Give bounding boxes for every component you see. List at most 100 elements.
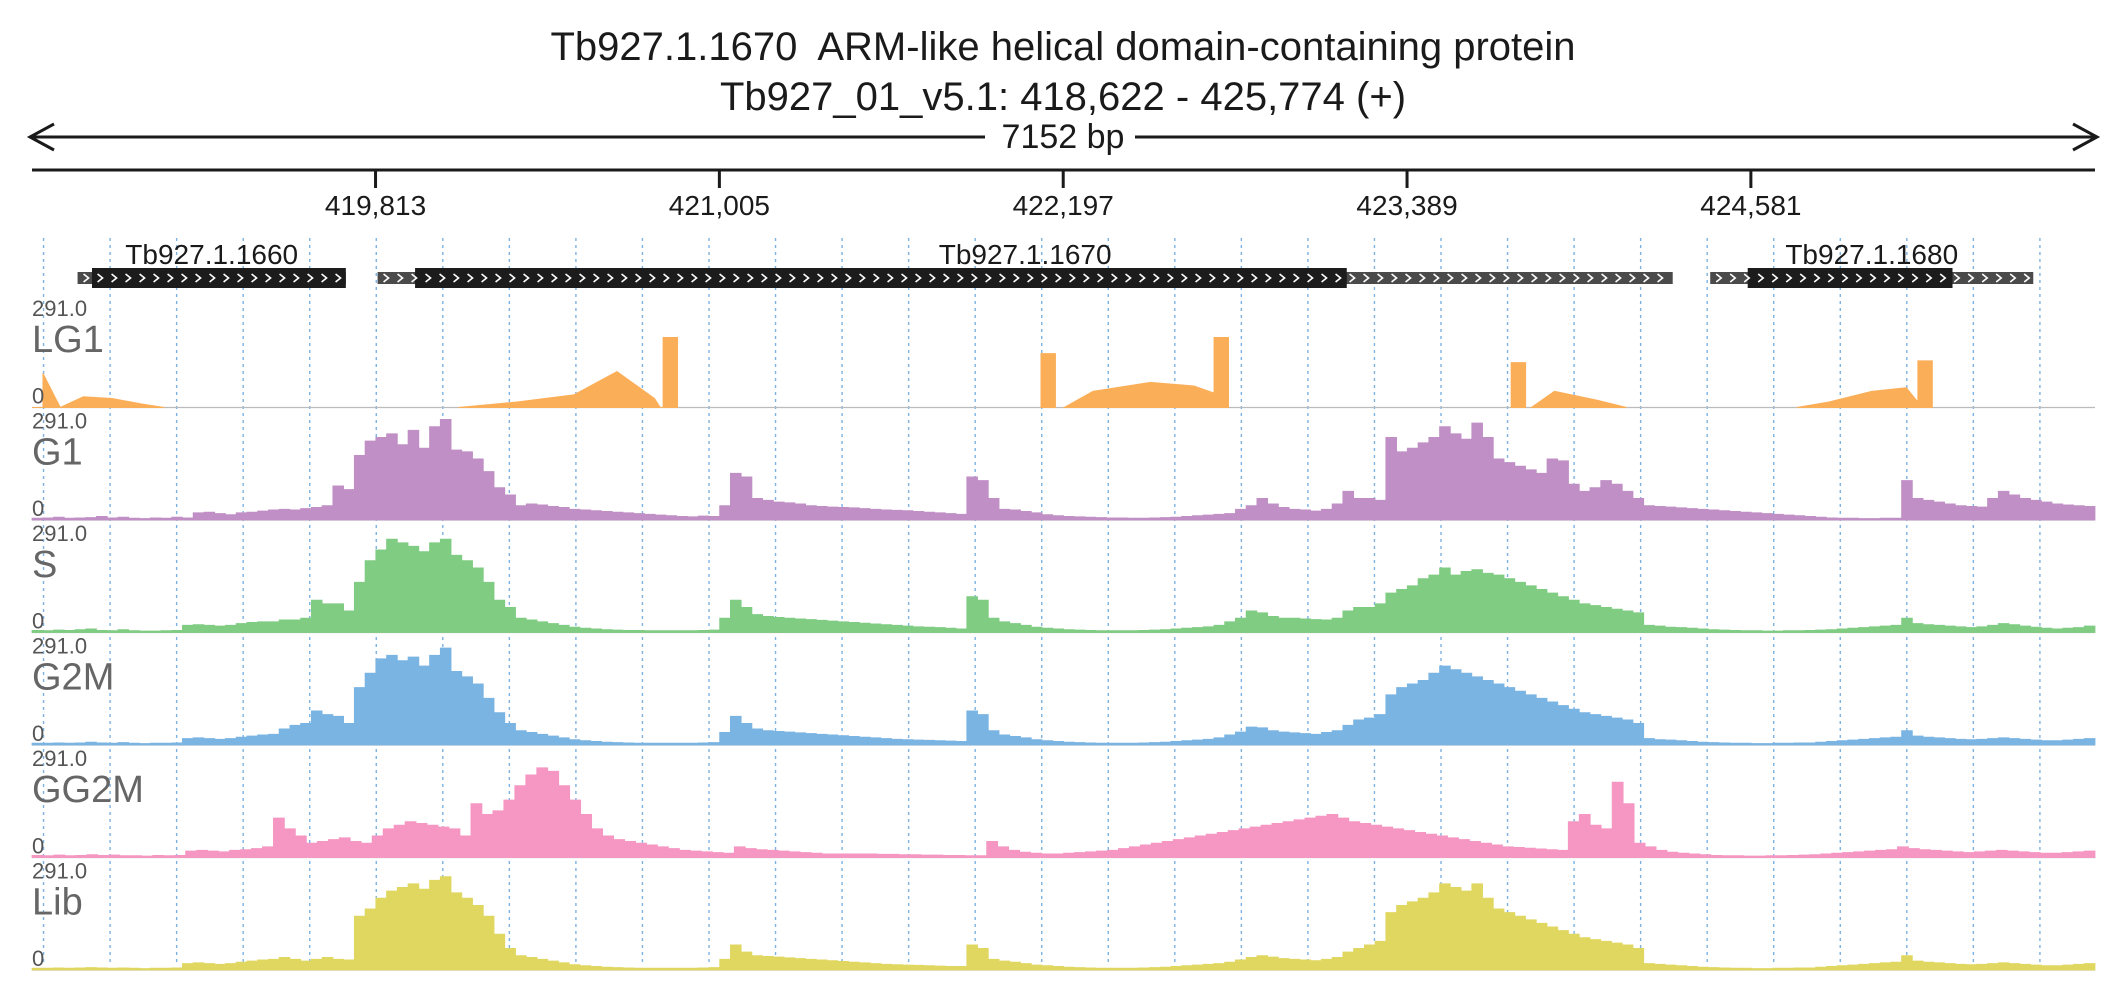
- strand-chevron-icon: [1911, 273, 1919, 283]
- strand-chevron-icon: [803, 273, 810, 283]
- strand-chevron-icon: [1153, 273, 1160, 283]
- strand-chevron-icon: [943, 273, 950, 283]
- strand-chevron-icon: [2023, 273, 2031, 283]
- track-name-label: G2M: [32, 657, 114, 699]
- strand-chevron-icon: [845, 273, 852, 283]
- strand-chevron-icon: [383, 273, 390, 283]
- strand-chevron-icon: [1251, 273, 1258, 283]
- strand-chevron-icon: [139, 273, 146, 283]
- length-label: 7152 bp: [1002, 118, 1125, 156]
- gene-cds: [91, 268, 346, 288]
- strand-chevron-icon: [1125, 273, 1132, 283]
- strand-chevron-icon: [691, 273, 698, 283]
- strand-chevron-icon: [411, 273, 418, 283]
- strand-chevron-icon: [789, 273, 796, 283]
- strand-chevron-icon: [1461, 273, 1468, 283]
- strand-chevron-icon: [1097, 273, 1104, 283]
- strand-chevron-icon: [293, 273, 300, 283]
- x-tick-label: 423,389: [1356, 190, 1457, 221]
- strand-chevron-icon: [999, 273, 1006, 283]
- strand-chevron-icon: [1939, 273, 1947, 283]
- coverage-area: [458, 371, 678, 408]
- track-name-label: Lib: [32, 882, 83, 924]
- strand-chevron-icon: [97, 273, 104, 283]
- strand-chevron-icon: [1223, 273, 1230, 283]
- strand-chevron-icon: [1785, 273, 1793, 283]
- strand-chevron-icon: [635, 273, 642, 283]
- strand-chevron-icon: [1743, 273, 1751, 283]
- y-min-label: 0: [32, 609, 44, 634]
- strand-chevron-icon: [579, 273, 586, 283]
- strand-chevron-icon: [1869, 273, 1877, 283]
- strand-chevron-icon: [1827, 273, 1835, 283]
- strand-chevron-icon: [481, 273, 488, 283]
- strand-chevron-icon: [957, 273, 964, 283]
- gene-track: Tb927.1.1660 Tb927.1.1670 Tb927.1.1680: [77, 239, 2034, 288]
- strand-chevron-icon: [1307, 273, 1314, 283]
- strand-chevron-icon: [1083, 273, 1090, 283]
- track-name-label: G1: [32, 432, 83, 474]
- y-min-label: 0: [32, 834, 44, 859]
- strand-chevron-icon: [1195, 273, 1202, 283]
- strand-chevron-icon: [621, 273, 628, 283]
- strand-chevron-icon: [1475, 273, 1482, 283]
- strand-chevron-icon: [167, 273, 174, 283]
- strand-chevron-icon: [537, 273, 544, 283]
- strand-chevron-icon: [195, 273, 202, 283]
- strand-chevron-icon: [1855, 273, 1863, 283]
- strand-chevron-icon: [1897, 273, 1905, 283]
- strand-chevron-icon: [901, 273, 908, 283]
- strand-chevron-icon: [453, 273, 460, 283]
- y-min-label: 0: [32, 946, 44, 971]
- strand-chevron-icon: [1813, 273, 1821, 283]
- strand-chevron-icon: [2009, 273, 2017, 283]
- strand-chevron-icon: [1981, 273, 1989, 283]
- strand-chevron-icon: [1069, 273, 1076, 283]
- strand-chevron-icon: [1279, 273, 1286, 283]
- strand-chevron-icon: [1055, 273, 1062, 283]
- strand-chevron-icon: [1111, 273, 1118, 283]
- strand-chevron-icon: [775, 273, 782, 283]
- strand-chevron-icon: [1209, 273, 1216, 283]
- strand-chevron-icon: [181, 273, 188, 283]
- coverage-area: [31, 647, 2096, 746]
- strand-chevron-icon: [1489, 273, 1496, 283]
- chart-header: Tb927.1.1670 ARM-like helical domain-con…: [0, 22, 2126, 122]
- strand-chevron-icon: [607, 273, 614, 283]
- length-ruler: 7152 bp: [26, 118, 2101, 172]
- x-tick-label: 421,005: [669, 190, 770, 221]
- coverage-area: [31, 876, 2096, 971]
- coverage-tracks: 291.00LG1291.00G1291.00S291.00G2M291.00G…: [31, 296, 2096, 971]
- strand-chevron-icon: [1757, 273, 1765, 283]
- y-max-label: 291.0: [32, 859, 87, 884]
- strand-chevron-icon: [1391, 273, 1398, 283]
- strand-chevron-icon: [1729, 273, 1737, 283]
- strand-chevron-icon: [1027, 273, 1034, 283]
- strand-chevron-icon: [761, 273, 768, 283]
- strand-chevron-icon: [237, 273, 244, 283]
- x-tick-label: 424,581: [1700, 190, 1801, 221]
- strand-chevron-icon: [1363, 273, 1370, 283]
- strand-chevron-icon: [971, 273, 978, 283]
- track-name-label: S: [32, 544, 57, 586]
- strand-chevron-icon: [887, 273, 894, 283]
- coverage-area: [31, 419, 2096, 521]
- strand-chevron-icon: [1531, 273, 1538, 283]
- strand-chevron-icon: [817, 273, 824, 283]
- strand-chevron-icon: [1841, 273, 1849, 283]
- coverage-area: [31, 538, 2096, 633]
- coverage-area: [31, 767, 2096, 858]
- strand-chevron-icon: [425, 273, 432, 283]
- strand-chevron-icon: [915, 273, 922, 283]
- strand-chevron-icon: [111, 273, 118, 283]
- strand-chevron-icon: [705, 273, 712, 283]
- strand-chevron-icon: [1377, 273, 1384, 283]
- strand-chevron-icon: [279, 273, 286, 283]
- strand-chevron-icon: [1925, 273, 1933, 283]
- left-arrow-icon: [26, 122, 55, 152]
- strand-chevron-icon: [985, 273, 992, 283]
- coverage-area: [32, 373, 165, 409]
- gene-label: Tb927.1.1680: [1785, 239, 1958, 270]
- strand-chevron-icon: [831, 273, 838, 283]
- strand-chevron-icon: [1237, 273, 1244, 283]
